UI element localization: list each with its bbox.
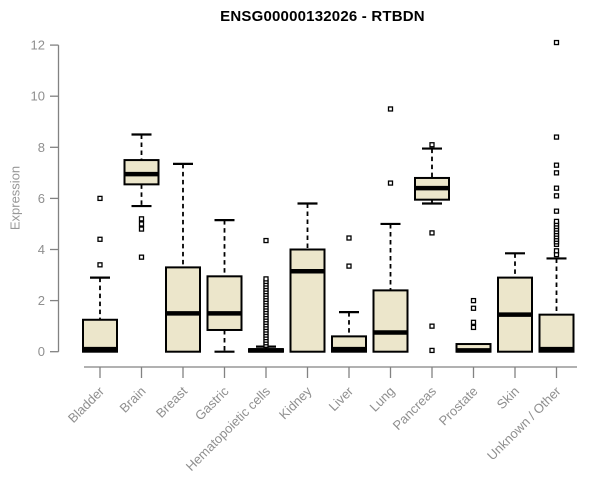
box-brain-outlier-point [138,216,145,222]
x-axis-category-label: Skin [494,384,522,412]
box-brain-outlier-point [138,221,145,227]
y-axis-tick-label: 0 [38,344,45,359]
box-prostate-outlier-point [470,297,477,304]
x-axis-category-label: Gastric [192,383,232,423]
box-unknown-other-outlier-point [553,193,560,199]
box-pancreas-outlier-point [429,230,435,236]
box-bladder-outlier-point [97,195,103,202]
box-unknown-other-iqr [538,313,575,353]
box-prostate-outlier-point [470,305,477,311]
x-axis-category-label: Brain [117,384,149,416]
box-unknown-other-outlier-point [553,185,560,191]
box-unknown-other-outlier-point [553,248,560,254]
y-axis-tick-label: 6 [38,191,45,206]
x-axis-category-label: Kidney [276,383,315,422]
box-lung-iqr [372,289,409,353]
x-axis-category-label: Prostate [436,384,481,429]
box-prostate-outlier-point [470,324,477,331]
box-unknown-other-outlier-point [553,134,560,140]
box-hematopoietic-cells-outlier-point [263,276,269,282]
box-breast-iqr [165,266,201,353]
box-lung-outlier-point [387,106,394,112]
y-axis-tick-label: 4 [38,242,45,257]
box-bladder-iqr [82,318,118,353]
box-gastric-iqr [206,275,243,331]
box-hematopoietic-cells-outlier-point [263,237,269,244]
box-unknown-other-outlier-point [553,208,560,214]
y-axis-tick-label: 8 [38,140,45,155]
box-bladder-outlier-point [97,236,103,242]
box-brain-outlier-point [138,226,145,232]
box-pancreas-outlier-point [429,347,435,354]
y-axis-tick-label: 12 [31,38,45,53]
chart-title: ENSG00000132026 - RTBDN [220,8,425,25]
x-axis-category-label: Lung [367,384,398,415]
box-bladder-outlier-point [97,262,103,268]
x-axis-category-label: Liver [326,383,357,414]
box-unknown-other-outlier-point [553,218,560,225]
y-axis-tick-label: 10 [31,89,45,104]
box-pancreas-outlier-point [429,142,435,148]
x-axis-category-label: Unknown / Other [484,383,564,463]
box-liver-outlier-point [346,235,352,241]
y-axis-tick-label: 2 [38,293,45,308]
box-unknown-other-outlier-point [553,39,560,46]
box-unknown-other-outlier-point [553,170,560,176]
x-axis-category-label: Pancreas [390,383,440,433]
box-pancreas-outlier-point [429,323,435,329]
box-prostate-outlier-point [470,319,477,325]
box-lung-outlier-point [387,180,394,186]
box-brain-outlier-point [138,254,145,260]
x-axis-category-label: Bladder [65,383,108,426]
box-unknown-other-outlier-point [553,162,560,168]
x-axis-category-label: Breast [153,383,190,420]
box-kidney-iqr [289,248,326,353]
box-liver-outlier-point [346,263,352,269]
